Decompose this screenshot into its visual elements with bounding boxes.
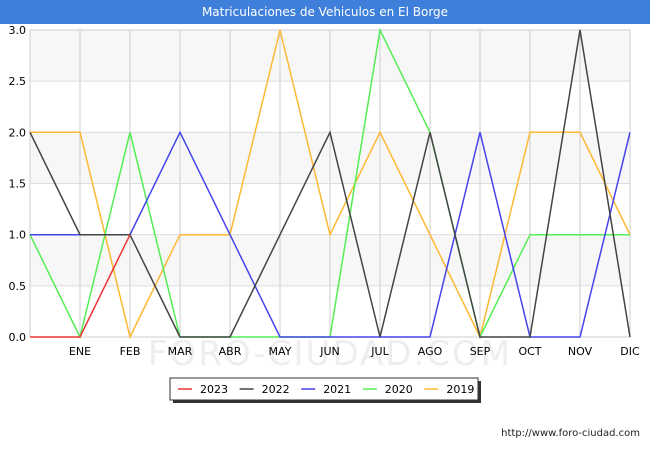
- x-tick-label: NOV: [568, 345, 593, 358]
- y-tick-label: 2.5: [9, 75, 27, 88]
- x-tick-label: OCT: [518, 345, 541, 358]
- y-tick-label: 0.0: [9, 331, 27, 344]
- legend-box: [169, 377, 479, 401]
- line-chart: FORO-CIUDAD.COM 0.0 0.5 1.0 1.5 2.0 2.5 3.0 EN…: [9, 24, 640, 403]
- legend-label-2022: 2022: [262, 383, 290, 396]
- x-tick-label: FEB: [120, 345, 141, 358]
- y-axis-ticks: 0.0 0.5 1.0 1.5 2.0 2.5 3.0: [9, 24, 27, 344]
- source-url: http://www.foro-ciudad.com: [501, 428, 640, 439]
- legend: 2023 2022 2021 2020 2019: [169, 377, 481, 403]
- watermark-text: FORO-CIUDAD.COM: [148, 334, 512, 374]
- chart-title: Matriculaciones de Vehiculos en El Borge: [0, 0, 650, 24]
- series-line-2023: [30, 234, 131, 338]
- legend-label-2020: 2020: [385, 383, 413, 396]
- x-tick-label: AGO: [418, 345, 443, 358]
- x-tick-label: DIC: [620, 345, 640, 358]
- y-tick-label: 3.0: [9, 24, 27, 37]
- y-tick-label: 1.5: [9, 178, 27, 191]
- legend-label-2019: 2019: [446, 383, 474, 396]
- legend-label-2021: 2021: [323, 383, 351, 396]
- x-axis-ticks: ENE FEB MAR ABR MAY JUN JUL AGO SEP OCT NOV DIC: [69, 345, 640, 358]
- x-tick-label: ENE: [69, 345, 91, 358]
- series-line-2019: [30, 29, 631, 340]
- series-lines: [29, 27, 631, 340]
- legend-label-2023: 2023: [200, 383, 228, 396]
- x-tick-label: MAR: [168, 345, 193, 358]
- x-tick-label: ABR: [219, 345, 242, 358]
- x-tick-label: SEP: [470, 345, 491, 358]
- y-tick-label: 2.0: [9, 126, 27, 139]
- x-tick-label: MAY: [269, 345, 292, 358]
- y-tick-label: 1.0: [9, 229, 27, 242]
- x-tick-label: JUN: [319, 345, 340, 358]
- y-tick-label: 0.5: [9, 280, 27, 293]
- x-tick-label: JUL: [370, 345, 389, 358]
